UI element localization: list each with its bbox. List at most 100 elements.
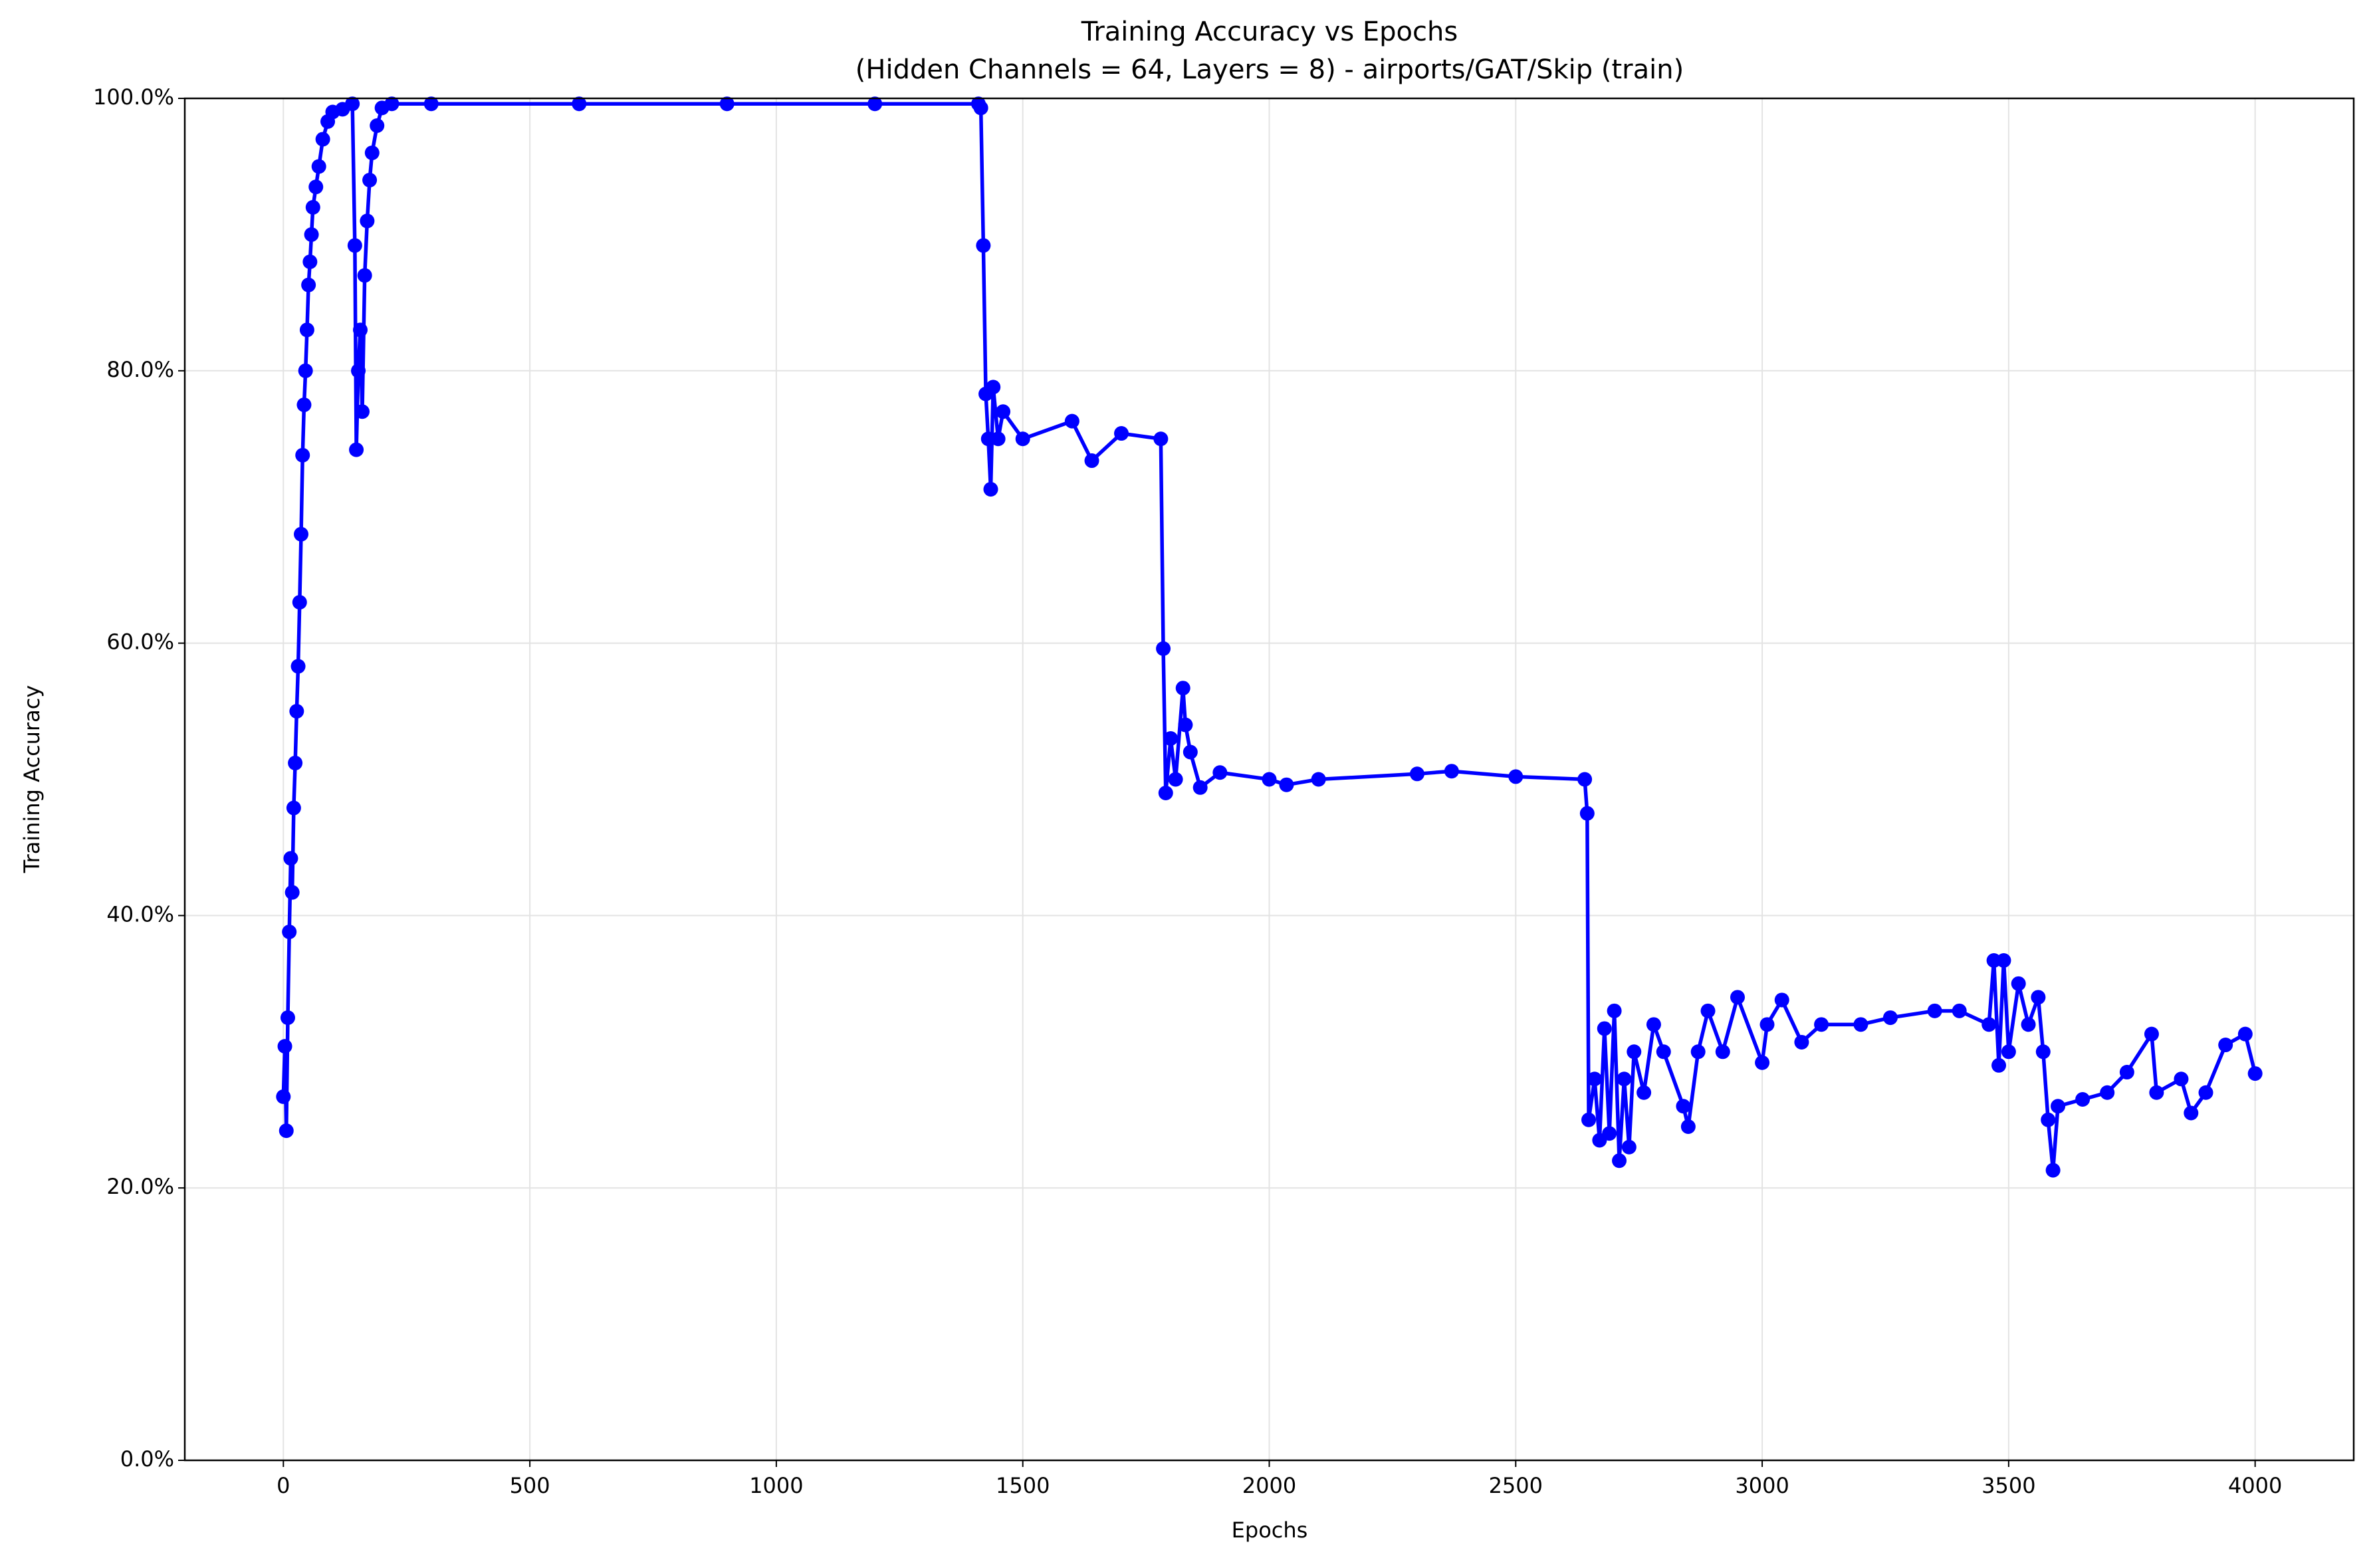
data-point <box>1882 1010 1898 1026</box>
data-point <box>308 179 324 195</box>
data-point <box>1064 413 1079 429</box>
data-point <box>353 322 368 338</box>
data-point <box>423 96 439 112</box>
data-point <box>2045 1163 2061 1178</box>
data-point <box>1579 806 1595 821</box>
data-point <box>719 96 734 112</box>
x-tick-label: 4000 <box>2228 1473 2282 1498</box>
data-point <box>290 659 306 674</box>
chart-subtitle: (Hidden Channels = 64, Layers = 8) - air… <box>855 55 1684 85</box>
data-point <box>1508 769 1524 784</box>
data-point <box>1927 1003 1942 1018</box>
data-point <box>1577 772 1593 787</box>
data-point <box>364 145 380 160</box>
data-point <box>983 482 998 497</box>
data-point <box>357 268 372 283</box>
data-point <box>298 363 313 378</box>
data-point <box>2218 1038 2233 1053</box>
data-point <box>1759 1017 1775 1032</box>
data-point <box>2031 990 2046 1005</box>
data-point <box>976 238 991 253</box>
data-point <box>1175 681 1190 696</box>
data-point <box>354 404 370 419</box>
y-tick-label: 60.0% <box>106 629 174 655</box>
data-point <box>1192 780 1208 795</box>
data-point <box>295 447 310 463</box>
data-point <box>345 96 360 112</box>
data-point <box>1637 1085 1652 1100</box>
data-point <box>1676 1099 1691 1114</box>
data-point <box>1597 1021 1612 1036</box>
data-point <box>1409 766 1424 782</box>
y-tick-label: 0.0% <box>120 1446 174 1472</box>
data-point <box>1084 453 1099 469</box>
data-point <box>304 227 319 242</box>
x-tick-label: 2500 <box>1489 1473 1543 1498</box>
x-tick-label: 500 <box>510 1473 550 1498</box>
data-point <box>2184 1105 2199 1121</box>
data-point <box>302 254 318 269</box>
x-tick-label: 3500 <box>1981 1473 2035 1498</box>
x-tick-label: 0 <box>277 1473 290 1498</box>
chart-title: Training Accuracy vs Epochs <box>1081 17 1458 47</box>
data-point <box>2011 976 2026 991</box>
data-point <box>2237 1026 2253 1042</box>
x-tick-label: 3000 <box>1735 1473 1789 1498</box>
data-point <box>277 1039 292 1054</box>
data-point <box>289 704 304 719</box>
data-point <box>279 1123 294 1139</box>
data-point <box>2144 1026 2159 1042</box>
data-point <box>2174 1071 2189 1087</box>
data-point <box>283 851 298 866</box>
data-point <box>349 442 364 457</box>
data-point <box>282 924 297 939</box>
data-point <box>1114 426 1129 441</box>
data-point <box>1996 953 2011 968</box>
data-point <box>1700 1003 1716 1018</box>
data-point <box>362 172 378 187</box>
data-point <box>311 159 326 174</box>
data-point <box>1178 717 1193 732</box>
data-point <box>2247 1066 2263 1081</box>
data-point <box>1587 1071 1602 1087</box>
x-axis-label: Epochs <box>1232 1517 1308 1543</box>
data-point <box>1183 744 1198 760</box>
data-point <box>1617 1071 1632 1087</box>
data-point <box>276 1089 291 1104</box>
data-point <box>1981 1017 1997 1032</box>
data-point <box>294 526 309 542</box>
data-point <box>1612 1153 1627 1169</box>
data-point <box>1991 1058 2007 1073</box>
data-point <box>1168 772 1183 787</box>
data-point <box>1853 1017 1868 1032</box>
data-point <box>1680 1119 1696 1134</box>
data-point <box>1690 1044 1706 1060</box>
data-point <box>2100 1085 2115 1100</box>
data-point <box>986 380 1001 395</box>
data-point <box>370 118 385 133</box>
data-point <box>384 96 399 112</box>
data-point <box>1621 1139 1637 1155</box>
data-point <box>1627 1044 1642 1060</box>
data-point <box>990 431 1006 447</box>
data-point <box>2001 1044 2016 1060</box>
y-tick-label: 100.0% <box>93 84 174 110</box>
data-point <box>1730 990 1746 1005</box>
data-point <box>2035 1044 2051 1060</box>
data-point <box>1311 772 1326 787</box>
data-point <box>1156 641 1171 656</box>
data-point <box>284 885 300 900</box>
y-axis-label: Training Accuracy <box>19 685 45 874</box>
data-point <box>1444 764 1459 779</box>
data-point <box>347 238 362 253</box>
data-point <box>305 199 320 215</box>
y-tick-label: 20.0% <box>106 1174 174 1199</box>
data-point <box>360 213 375 229</box>
data-point <box>973 100 988 116</box>
data-point <box>572 96 587 112</box>
plot-frame <box>183 97 2355 1462</box>
data-point <box>315 132 330 147</box>
data-point <box>296 397 312 413</box>
data-point <box>1153 431 1169 447</box>
